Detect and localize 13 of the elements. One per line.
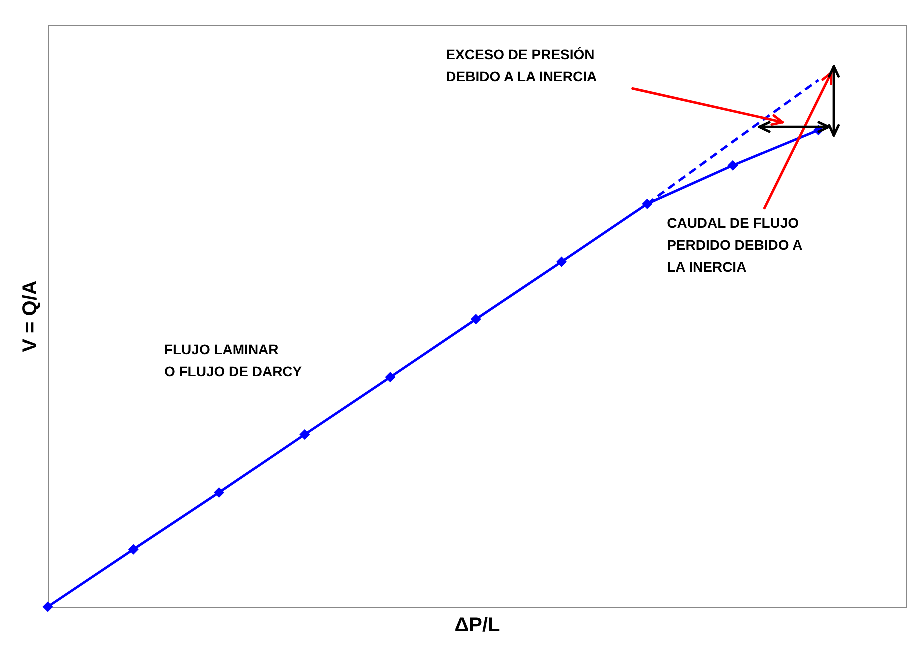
point xyxy=(470,314,482,325)
point xyxy=(385,372,396,383)
point xyxy=(214,487,224,498)
point xyxy=(42,602,54,612)
x-axis-title: ΔP/L xyxy=(454,614,500,636)
point xyxy=(300,430,310,440)
annotation: EXCESO DE PRESIÓN DEBIDO A LA INERCIA xyxy=(446,46,598,85)
point xyxy=(728,160,738,171)
annotation: CAUDAL DE FLUJO PERDIDO DEBIDO A LA INERCIA xyxy=(667,215,803,276)
point xyxy=(128,544,139,555)
annotation: FLUJO LAMINAR O FLUJO DE DARCY xyxy=(164,342,303,380)
point xyxy=(556,256,568,268)
y-axis-title: V = Q/A xyxy=(20,280,42,352)
